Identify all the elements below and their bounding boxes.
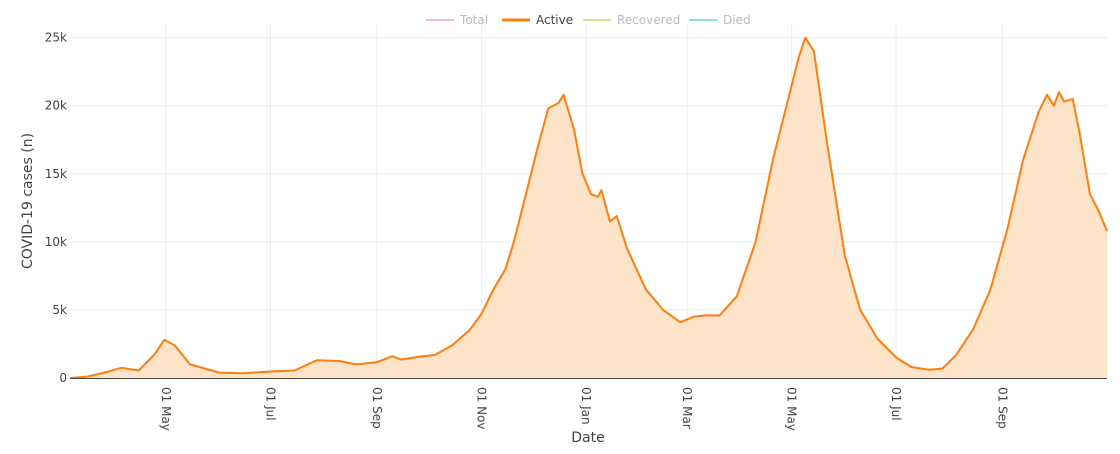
- active-series-line: [69, 36, 1108, 379]
- legend-label: Active: [536, 13, 573, 27]
- legend-item-active[interactable]: Active: [502, 13, 573, 27]
- legend-label: Died: [723, 13, 751, 27]
- x-tick-label: 01 Jul: [264, 387, 278, 421]
- y-tick-label: 5k: [52, 303, 67, 317]
- x-tick-label: 01 Nov: [474, 387, 488, 430]
- y-gridlines: [70, 37, 1107, 311]
- legend: Total Active Recovered Died: [426, 13, 751, 27]
- legend-item-total[interactable]: Total: [426, 13, 488, 27]
- y-tick-label: 15k: [45, 167, 67, 181]
- x-tick-label: 01 Sep: [995, 387, 1009, 429]
- y-tick-label: 10k: [45, 235, 67, 249]
- y-tick-label: 20k: [45, 99, 67, 113]
- y-tick-label: 25k: [45, 31, 67, 45]
- y-axis-ticks: 0 5k 10k 15k 20k 25k: [45, 31, 67, 385]
- x-tick-label: 01 May: [785, 387, 799, 431]
- active-area-fill: [70, 37, 1107, 378]
- y-tick-label: 0: [59, 371, 67, 385]
- legend-label: Total: [459, 13, 488, 27]
- x-tick-label: 01 Jul: [889, 387, 903, 421]
- x-axis-title: Date: [571, 430, 604, 446]
- x-tick-label: 01 Sep: [370, 387, 384, 429]
- legend-item-died[interactable]: Died: [689, 13, 751, 27]
- x-tick-label: 01 Mar: [680, 387, 694, 429]
- x-tick-label: 01 May: [159, 387, 173, 431]
- legend-label: Recovered: [617, 13, 680, 27]
- x-axis-ticks: 01 May 01 Jul 01 Sep 01 Nov 01 Jan 01 Mar 01 M…: [159, 387, 1009, 431]
- series-layer: [69, 36, 1108, 379]
- x-tick-label: 01 Jan: [579, 387, 593, 425]
- legend-item-recovered[interactable]: Recovered: [583, 13, 680, 27]
- y-axis-title: COVID-19 cases (n): [20, 133, 36, 269]
